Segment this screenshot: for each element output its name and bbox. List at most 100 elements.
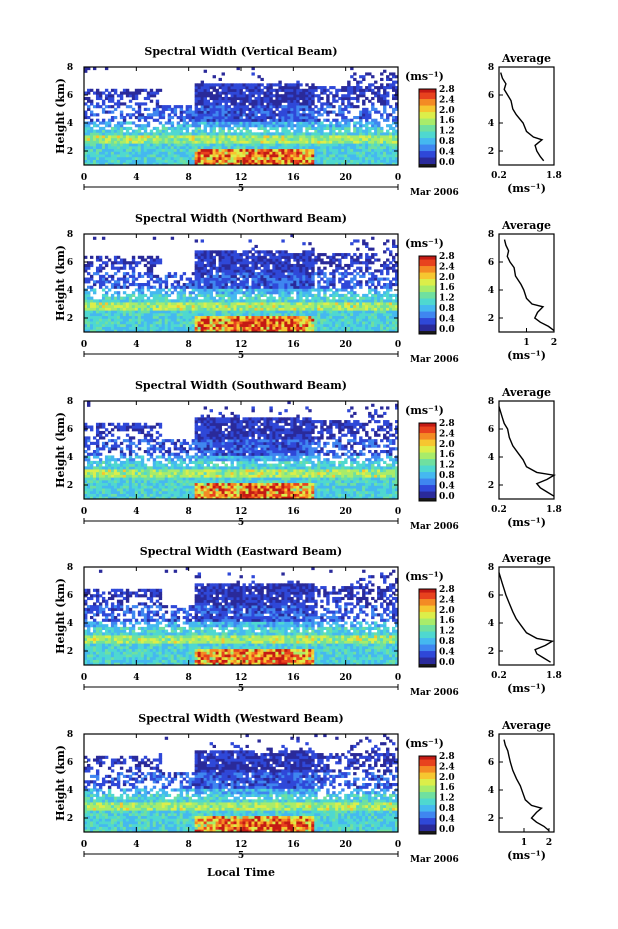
heatmap-cell xyxy=(203,143,208,147)
heatmap-cell xyxy=(122,296,127,300)
heatmap-cell xyxy=(278,110,282,114)
heatmap-cell xyxy=(203,118,208,122)
heatmap-cell xyxy=(122,148,127,152)
heatmap-cell xyxy=(125,293,130,298)
heatmap-cell xyxy=(242,137,246,141)
heatmap-cell xyxy=(131,94,136,98)
heatmap-cell xyxy=(209,143,213,147)
heatmap-cell xyxy=(194,129,199,133)
heatmap-cell xyxy=(107,154,112,158)
heatmap-cell xyxy=(263,310,267,314)
heatmap-cell xyxy=(248,261,252,265)
heatmap-cell xyxy=(188,323,193,327)
heatmap-cell xyxy=(92,156,97,160)
heatmap-cell xyxy=(86,135,91,139)
heatmap-cell xyxy=(164,299,169,303)
heatmap-cell xyxy=(332,162,336,166)
heatmap-cell xyxy=(134,302,139,306)
heatmap-cell xyxy=(257,302,261,306)
heatmap-cell xyxy=(302,263,306,268)
heatmap-cell xyxy=(368,88,372,92)
heatmap-cell xyxy=(95,266,100,270)
heatmap-cell xyxy=(215,302,219,306)
heatmap-cell xyxy=(293,159,297,163)
heatmap-cell xyxy=(215,274,219,278)
heatmap-cell xyxy=(278,318,282,322)
heatmap-cell xyxy=(152,258,157,262)
heatmap-cell xyxy=(122,116,127,120)
heatmap-cell xyxy=(158,116,163,120)
heatmap-cell xyxy=(347,272,351,276)
heatmap-cell xyxy=(275,145,279,150)
heatmap-cell xyxy=(290,110,294,114)
heatmap-cell xyxy=(230,118,234,122)
heatmap-cell xyxy=(275,151,279,155)
heatmap-cell xyxy=(110,299,115,303)
heatmap-cell xyxy=(371,154,375,158)
heatmap-cell xyxy=(326,124,330,128)
heatmap-cell xyxy=(212,159,216,163)
heatmap-cell xyxy=(152,299,157,303)
heatmap-cell xyxy=(230,159,234,163)
heatmap-cell xyxy=(113,88,118,92)
heatmap-cell xyxy=(374,145,378,150)
heatmap-cell xyxy=(227,318,231,322)
heatmap-cell xyxy=(155,126,160,131)
heatmap-cell xyxy=(86,145,91,150)
heatmap-cell xyxy=(236,307,240,311)
heatmap-cell xyxy=(338,162,342,166)
heatmap-cell xyxy=(269,151,273,155)
heatmap-cell xyxy=(371,255,375,259)
heatmap-cell xyxy=(347,91,351,95)
heatmap-cell xyxy=(230,154,234,158)
heatmap-cell xyxy=(98,255,103,259)
heatmap-cell xyxy=(239,107,243,111)
heatmap-cell xyxy=(95,124,100,128)
heatmap-cell xyxy=(152,312,157,317)
heatmap-cell xyxy=(314,156,318,160)
colorbar-tick-label: 1.6 xyxy=(439,116,455,126)
heatmap-cell xyxy=(269,326,273,330)
heatmap-cell xyxy=(317,283,321,287)
heatmap-cell xyxy=(263,266,267,270)
heatmap-cell xyxy=(371,140,375,144)
heatmap-cell xyxy=(302,148,306,152)
heatmap-cell xyxy=(215,135,219,139)
heatmap-cell xyxy=(173,299,178,303)
heatmap-cell xyxy=(245,312,249,317)
heatmap-cell xyxy=(173,323,178,327)
heatmap-cell xyxy=(203,154,208,158)
heatmap-cell xyxy=(239,318,243,322)
heatmap-cell xyxy=(320,143,324,147)
heatmap-cell xyxy=(251,67,255,71)
heatmap-cell xyxy=(239,124,243,128)
heatmap-cell xyxy=(116,291,121,295)
heatmap-cell xyxy=(299,272,303,276)
heatmap-cell xyxy=(338,312,342,317)
heatmap-cell xyxy=(215,107,219,111)
heatmap-cell xyxy=(320,277,324,281)
heatmap-cell xyxy=(347,329,351,333)
heatmap-cell xyxy=(119,315,124,319)
heatmap-cell xyxy=(263,288,267,292)
heatmap-cell xyxy=(128,326,133,330)
heatmap-cell xyxy=(206,329,210,333)
heatmap-cell xyxy=(353,86,357,90)
heatmap-cell xyxy=(320,132,324,136)
heatmap-cell xyxy=(257,105,261,109)
heatmap-cell xyxy=(182,315,187,319)
heatmap-cell xyxy=(350,312,354,317)
heatmap-cell xyxy=(230,140,234,144)
heatmap-cell xyxy=(122,272,127,276)
heatmap-cell xyxy=(380,96,384,101)
heatmap-cell xyxy=(308,299,312,303)
heatmap-cell xyxy=(383,148,387,152)
heatmap-cell xyxy=(290,102,294,106)
heatmap-cell xyxy=(299,318,303,322)
heatmap-cell xyxy=(206,272,210,276)
heatmap-cell xyxy=(101,280,106,284)
heatmap-cell xyxy=(209,302,213,306)
heatmap-cell xyxy=(119,296,124,300)
heatmap-cell xyxy=(293,162,297,166)
heatmap-cell xyxy=(230,132,234,136)
